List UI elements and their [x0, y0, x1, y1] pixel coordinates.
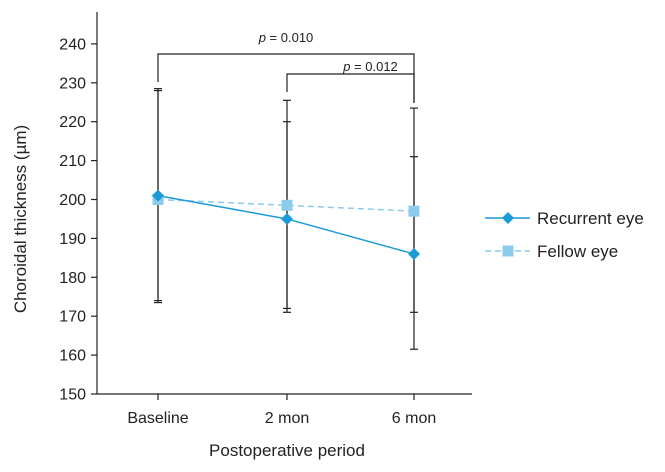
- x-tick-label: 6 mon: [392, 410, 436, 427]
- data-markers: [152, 189, 420, 260]
- y-tick-label: 230: [59, 75, 86, 92]
- x-tick-label: 2 mon: [265, 410, 309, 427]
- y-tick-label: 150: [59, 387, 86, 404]
- y-axis-ticks: 150 160 170 180 190 200 210 220 230 240: [59, 36, 97, 404]
- y-tick-label: 180: [59, 270, 86, 287]
- p-value-label: p = 0.012: [342, 59, 398, 74]
- legend-marker: [502, 212, 514, 224]
- legend-marker: [502, 245, 514, 257]
- data-point-recurrent-eye: [408, 247, 420, 260]
- y-tick-label: 170: [59, 309, 86, 326]
- y-tick-label: 220: [59, 114, 86, 131]
- y-tick-label: 200: [59, 192, 86, 209]
- data-point-recurrent-eye: [281, 212, 293, 225]
- significance-brackets: p = 0.010 p = 0.012: [157, 30, 415, 103]
- data-point-fellow-eye: [408, 205, 420, 217]
- data-point-recurrent-eye: [152, 189, 164, 202]
- legend-label: Recurrent eye: [537, 209, 644, 228]
- axes: [96, 12, 472, 395]
- series-line-fellow-eye: [157, 198, 415, 212]
- data-point-fellow-eye: [281, 199, 293, 211]
- y-axis-title: Choroidal thickness (µm): [11, 125, 30, 313]
- y-tick-label: 190: [59, 231, 86, 248]
- x-axis-ticks: Baseline 2 mon 6 mon: [127, 394, 436, 427]
- x-axis-title: Postoperative period: [209, 441, 365, 460]
- significance-bracket: [286, 73, 415, 103]
- y-tick-label: 240: [59, 36, 86, 53]
- legend: Recurrent eye Fellow eye: [485, 209, 644, 261]
- y-tick-label: 160: [59, 348, 86, 365]
- x-tick-label: Baseline: [127, 410, 188, 427]
- p-value-label: p = 0.010: [258, 30, 314, 45]
- y-tick-label: 210: [59, 153, 86, 170]
- legend-label: Fellow eye: [537, 242, 618, 261]
